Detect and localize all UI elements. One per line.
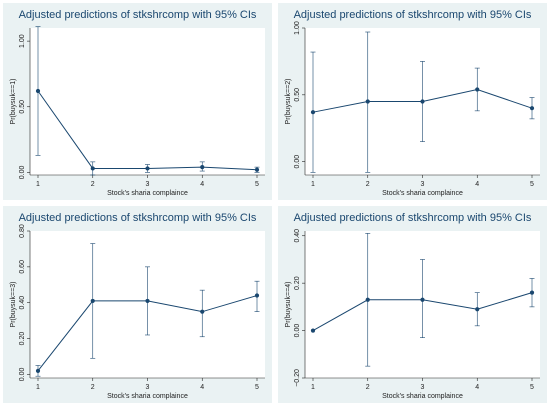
chart-title: Adjusted predictions of stkshrcomp with … [19, 212, 257, 224]
x-tick-label: 4 [200, 181, 204, 188]
x-tick-label: 2 [91, 181, 95, 188]
data-point [475, 87, 480, 92]
y-axis-label: Pr(buysuk==1) [10, 79, 17, 125]
data-point [200, 309, 205, 314]
data-point [529, 290, 535, 295]
y-axis-label: Pr(buysuk==2) [285, 79, 292, 125]
x-tick-label: 3 [421, 181, 425, 188]
data-point [365, 99, 370, 104]
x-tick-label: 1 [311, 384, 315, 391]
chart-svg: Adjusted predictions of stkshrcomp with … [10, 212, 265, 400]
y-tick-label: 0.40 [294, 229, 301, 243]
plot-area [30, 28, 265, 175]
x-axis-label: Stock's sharia complaince [107, 190, 188, 197]
y-tick-label: 0.00 [294, 324, 301, 338]
y-tick-label: 0.50 [294, 88, 301, 102]
x-tick-label: 3 [146, 384, 150, 391]
x-tick-label: 2 [366, 181, 370, 188]
x-tick-label: 3 [421, 384, 425, 391]
x-tick-label: 5 [255, 181, 259, 188]
x-tick-label: 5 [530, 384, 534, 391]
data-point [35, 88, 41, 94]
x-axis-label: Stock's sharia complaince [382, 190, 463, 197]
y-tick-label: 1.00 [19, 34, 26, 48]
y-tick-label: 0.20 [19, 332, 26, 346]
y-tick-label: 0.60 [19, 260, 26, 274]
y-axis-label: Pr(buysuk==4) [285, 282, 292, 328]
x-tick-label: 1 [36, 181, 40, 188]
chart-svg: Adjusted predictions of stkshrcomp with … [10, 9, 265, 197]
data-point [90, 298, 95, 304]
data-point [365, 297, 370, 302]
x-tick-label: 5 [255, 384, 259, 391]
x-tick-label: 5 [530, 181, 534, 188]
y-tick-label: 0.80 [19, 224, 26, 238]
y-tick-label: 0.00 [19, 367, 26, 381]
data-point [254, 293, 260, 298]
y-tick-label: 0.20 [294, 276, 301, 290]
x-tick-label: 1 [36, 384, 40, 391]
chart-title: Adjusted predictions of stkshrcomp with … [294, 212, 532, 224]
chart-panel-4: Adjusted predictions of stkshrcomp with … [278, 206, 547, 403]
chart-svg: Adjusted predictions of stkshrcomp with … [285, 212, 540, 400]
x-tick-label: 3 [146, 181, 150, 188]
x-tick-label: 2 [91, 384, 95, 391]
y-tick-label: −0.20 [294, 369, 301, 387]
x-axis-label: Stock's sharia complaince [382, 393, 463, 400]
data-point [90, 166, 95, 171]
data-point [420, 297, 425, 302]
y-axis-label: Pr(buysuk==3) [10, 282, 17, 328]
data-point [529, 106, 535, 111]
y-tick-label: 0.00 [19, 165, 26, 179]
data-point [35, 368, 41, 373]
data-point [200, 165, 205, 170]
y-tick-label: 0.00 [294, 155, 301, 169]
x-axis-label: Stock's sharia complaince [107, 393, 188, 400]
data-point [254, 167, 260, 172]
x-tick-label: 1 [311, 181, 315, 188]
data-point [145, 298, 150, 304]
data-point [475, 307, 480, 312]
x-tick-label: 2 [366, 384, 370, 391]
y-tick-label: 0.40 [19, 296, 26, 310]
data-point [310, 110, 316, 115]
x-tick-label: 4 [200, 384, 204, 391]
chart-title: Adjusted predictions of stkshrcomp with … [19, 9, 257, 21]
chart-panel-3: Adjusted predictions of stkshrcomp with … [3, 206, 272, 403]
chart-svg: Adjusted predictions of stkshrcomp with … [285, 9, 540, 197]
data-point [420, 99, 425, 104]
chart-panel-2: Adjusted predictions of stkshrcomp with … [278, 3, 547, 200]
x-tick-label: 4 [475, 181, 479, 188]
x-tick-label: 4 [475, 384, 479, 391]
chart-title: Adjusted predictions of stkshrcomp with … [294, 9, 532, 21]
data-point [145, 166, 150, 171]
chart-panel-1: Adjusted predictions of stkshrcomp with … [3, 3, 272, 200]
y-tick-label: 1.00 [294, 21, 301, 35]
y-tick-label: 0.50 [19, 100, 26, 114]
data-point [310, 328, 316, 333]
